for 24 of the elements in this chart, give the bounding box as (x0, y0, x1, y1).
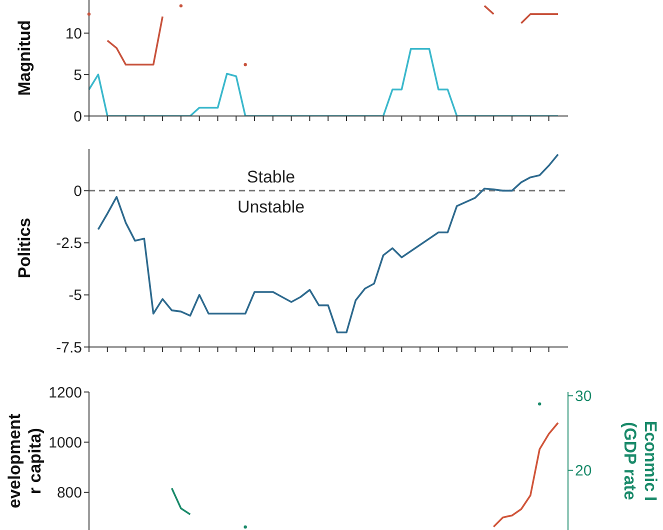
annotation: Unstable (237, 198, 305, 217)
y-axis-title: Magnitud (14, 20, 34, 96)
point (244, 63, 247, 66)
y-tick-label: -7.5 (56, 339, 82, 356)
line-series (97, 154, 559, 334)
y-tick-label: 0 (74, 108, 82, 126)
y2-tick-label: 20 (575, 462, 592, 480)
y-tick-label: 800 (56, 484, 82, 502)
y-axis-title: evelopment r capita) (4, 413, 44, 508)
point (87, 12, 91, 16)
y-tick-label: 5 (74, 66, 82, 84)
y-tick-label: 1000 (48, 434, 82, 452)
point (179, 4, 183, 8)
y-tick-label: -2.5 (56, 235, 82, 252)
y-axis-title: Politics (14, 218, 34, 278)
line-series (492, 422, 559, 528)
y-tick-label: -5 (68, 287, 82, 304)
annotation: Stable (246, 168, 296, 187)
y2-tick-label: 30 (575, 388, 592, 406)
y-tick-label: 10 (65, 25, 82, 42)
y-tick-label: 0 (74, 183, 82, 200)
y2-axis-title: Econmic I (GDP rate (620, 420, 660, 502)
line-series (88, 48, 559, 116)
y-tick-label: 1200 (48, 384, 82, 402)
